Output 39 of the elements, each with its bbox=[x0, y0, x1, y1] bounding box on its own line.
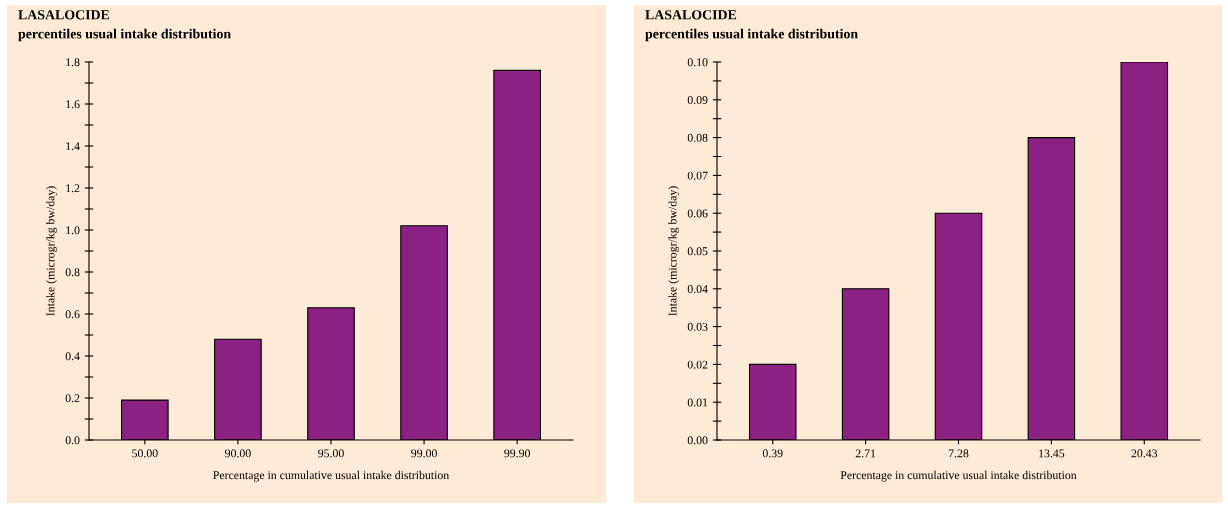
x-axis-title: Percentage in cumulative usual intake distribution bbox=[840, 470, 1077, 482]
y-tick-label: 0.2 bbox=[65, 394, 80, 403]
y-tick-label: 1.4 bbox=[66, 142, 80, 151]
y-axis-title: Intake (microgr/kg bw/day) bbox=[668, 186, 679, 316]
y-tick-label: 0.02 bbox=[687, 360, 708, 369]
x-tick-label: 99.90 bbox=[504, 449, 530, 458]
chart-subtitle: percentiles usual intake distribution bbox=[645, 28, 858, 42]
y-tick-label: 1.6 bbox=[66, 100, 80, 109]
y-tick-label: 0.08 bbox=[687, 133, 708, 142]
y-tick-label: 1.0 bbox=[66, 226, 80, 235]
y-tick-label: 0.10 bbox=[687, 58, 708, 67]
y-tick-label: 0.03 bbox=[687, 322, 708, 331]
y-tick-label: 0.6 bbox=[65, 310, 80, 319]
y-tick-label: 0.8 bbox=[65, 268, 80, 277]
y-tick-label: 0.09 bbox=[687, 96, 708, 105]
y-axis-title: Intake (microgr/kg bw/day) bbox=[46, 186, 57, 316]
chart-title: LASALOCIDE bbox=[18, 10, 110, 20]
x-tick-label: 20.43 bbox=[1131, 449, 1158, 458]
y-tick-label: 1.2 bbox=[66, 184, 80, 193]
y-tick-label: 0.4 bbox=[65, 352, 80, 361]
x-tick-label: 7.28 bbox=[948, 449, 969, 458]
y-tick-label: 0.01 bbox=[687, 398, 708, 407]
x-tick-label: 13.45 bbox=[1039, 449, 1065, 458]
y-tick-label: 0.07 bbox=[687, 171, 708, 180]
x-tick-label: 99.00 bbox=[411, 449, 437, 458]
x-tick-label: 2.71 bbox=[855, 449, 876, 458]
x-tick-label: 0.39 bbox=[762, 449, 783, 458]
y-tick-label: 0.04 bbox=[687, 285, 708, 294]
y-tick-label: 0.05 bbox=[687, 247, 708, 256]
x-tick-label: 50.00 bbox=[132, 449, 158, 458]
chart-subtitle: percentiles usual intake distribution bbox=[18, 28, 231, 42]
x-axis-title: Percentage in cumulative usual intake distribution bbox=[213, 470, 450, 482]
y-tick-label: 0.0 bbox=[65, 436, 80, 445]
x-tick-label: 90.00 bbox=[225, 449, 251, 458]
y-tick-label: 0.00 bbox=[687, 436, 708, 445]
y-tick-label: 0.06 bbox=[687, 209, 708, 218]
x-tick-label: 95.00 bbox=[318, 449, 344, 458]
chart-title: LASALOCIDE bbox=[645, 10, 737, 20]
y-tick-label: 1.8 bbox=[66, 58, 80, 67]
